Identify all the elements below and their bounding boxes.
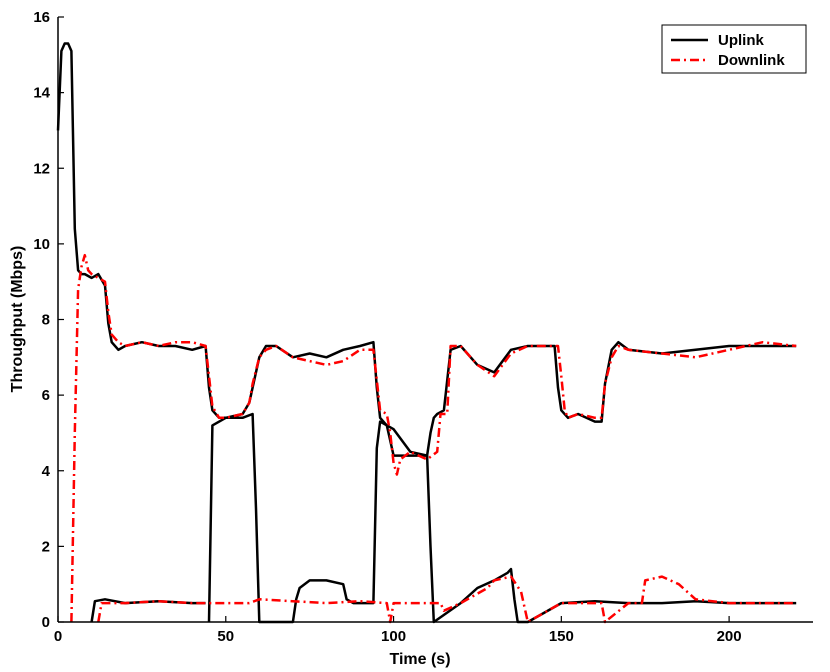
plot-lines — [56, 42, 797, 624]
y-tick-label: 10 — [33, 236, 50, 253]
series-line-downlink-4 — [97, 575, 797, 624]
legend-box — [661, 24, 807, 74]
x-tick-label: 0 — [54, 628, 62, 645]
legend: Uplink Downlink — [661, 24, 807, 74]
y-tick-label: 12 — [33, 160, 50, 177]
y-tick-label: 6 — [42, 387, 50, 404]
series-line-uplink — [56, 42, 797, 457]
legend-label-uplink: Uplink — [718, 32, 764, 49]
ticks: 0 2 4 6 8 10 12 14 16 0 50 100 150 200 — [33, 9, 741, 645]
series-line-downlink — [70, 253, 797, 623]
x-tick-label: 150 — [549, 628, 574, 645]
y-tick-label: 0 — [42, 614, 50, 631]
y-axis-label: Throughput (Mbps) — [9, 246, 26, 393]
y-tick-label: 4 — [42, 463, 51, 480]
y-tick-label: 2 — [42, 538, 50, 555]
y-tick-label: 16 — [33, 9, 50, 26]
legend-label-downlink: Downlink — [718, 52, 785, 69]
x-tick-label: 100 — [381, 628, 406, 645]
y-tick-label: 8 — [42, 312, 50, 329]
x-tick-label: 200 — [717, 628, 742, 645]
y-tick-label: 14 — [33, 85, 50, 102]
x-tick-label: 50 — [217, 628, 234, 645]
axes — [57, 17, 813, 623]
series-line-uplink-2 — [207, 412, 797, 624]
x-axis-label: Time (s) — [389, 651, 450, 668]
